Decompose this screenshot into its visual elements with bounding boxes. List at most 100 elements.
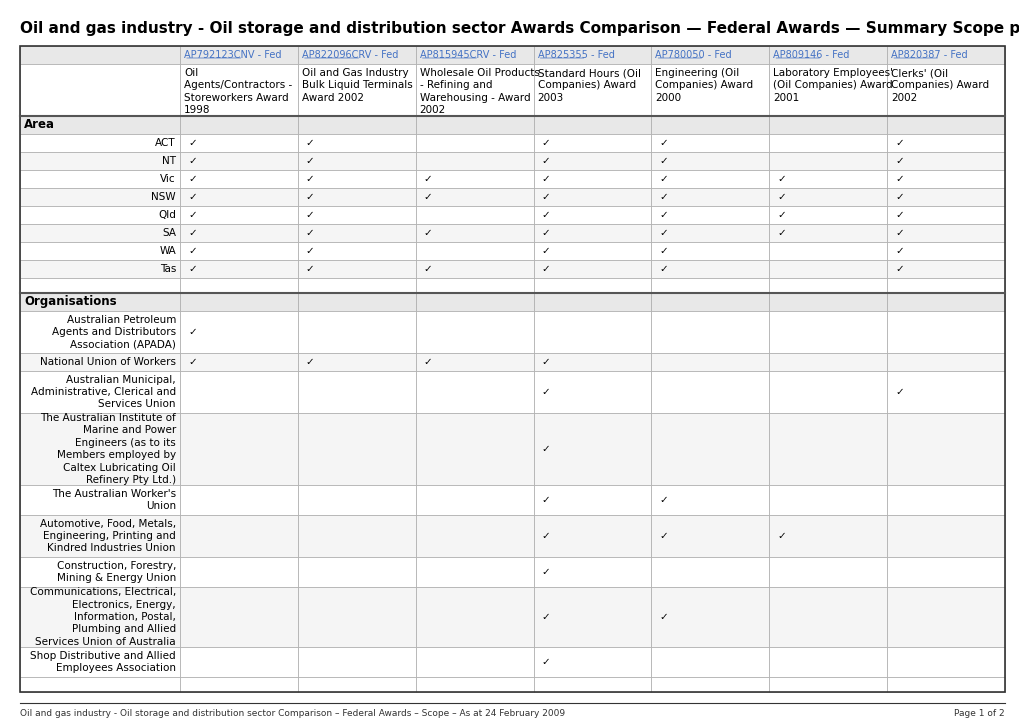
Bar	[20, 311, 179, 353]
Bar	[651, 677, 768, 692]
Bar	[651, 134, 768, 152]
Text: National Union of Workers: National Union of Workers	[40, 357, 176, 367]
Bar	[651, 224, 768, 242]
Text: AP780050 - Fed: AP780050 - Fed	[655, 50, 732, 60]
Text: ✓: ✓	[306, 210, 314, 220]
Bar	[887, 260, 1004, 278]
Bar	[20, 371, 179, 413]
Bar	[533, 311, 651, 353]
Bar	[179, 278, 298, 293]
Bar	[887, 242, 1004, 260]
Bar	[768, 206, 887, 224]
Text: ✓: ✓	[187, 246, 197, 256]
Bar	[533, 170, 651, 188]
Bar	[533, 242, 651, 260]
Bar	[298, 46, 416, 64]
Text: ✓: ✓	[658, 174, 667, 184]
Text: ✓: ✓	[541, 264, 550, 274]
Bar	[298, 278, 416, 293]
Bar	[768, 485, 887, 515]
Bar	[179, 311, 298, 353]
Bar	[651, 64, 768, 116]
Bar	[651, 242, 768, 260]
Bar	[533, 647, 651, 677]
Bar	[887, 413, 1004, 485]
Text: ✓: ✓	[658, 495, 667, 505]
Bar	[887, 134, 1004, 152]
Bar	[768, 224, 887, 242]
Bar	[768, 293, 887, 311]
Bar	[887, 293, 1004, 311]
Bar	[416, 587, 533, 647]
Bar	[20, 206, 179, 224]
Bar	[179, 46, 298, 64]
Bar	[298, 152, 416, 170]
Text: NT: NT	[162, 156, 176, 166]
Bar	[416, 170, 533, 188]
Bar	[768, 311, 887, 353]
Text: ✓: ✓	[306, 174, 314, 184]
Bar	[887, 152, 1004, 170]
Bar	[179, 557, 298, 587]
Bar	[533, 293, 651, 311]
Bar	[416, 152, 533, 170]
Text: Shop Distributive and Allied
Employees Association: Shop Distributive and Allied Employees A…	[31, 651, 176, 673]
Bar	[298, 134, 416, 152]
Text: Oil and Gas Industry
Bulk Liquid Terminals
Award 2002: Oil and Gas Industry Bulk Liquid Termina…	[302, 68, 413, 103]
Bar	[887, 647, 1004, 677]
Bar	[887, 371, 1004, 413]
Bar	[20, 413, 179, 485]
Bar	[651, 311, 768, 353]
Bar	[533, 116, 651, 134]
Bar	[20, 224, 179, 242]
Text: ✓: ✓	[658, 228, 667, 238]
Bar	[20, 46, 179, 64]
Bar	[533, 353, 651, 371]
Text: ✓: ✓	[306, 228, 314, 238]
Bar	[416, 371, 533, 413]
Bar	[416, 485, 533, 515]
Bar	[179, 371, 298, 413]
Bar	[651, 206, 768, 224]
Text: ✓: ✓	[187, 156, 197, 166]
Bar	[768, 278, 887, 293]
Text: ACT: ACT	[155, 138, 176, 148]
Bar	[533, 515, 651, 557]
Bar	[298, 557, 416, 587]
Bar	[179, 152, 298, 170]
Bar	[179, 188, 298, 206]
Text: ✓: ✓	[658, 210, 667, 220]
Bar	[416, 647, 533, 677]
Bar	[416, 46, 533, 64]
Bar	[416, 278, 533, 293]
Text: ✓: ✓	[187, 327, 197, 337]
Bar	[298, 311, 416, 353]
Text: ✓: ✓	[306, 264, 314, 274]
Bar	[20, 46, 1004, 692]
Text: ✓: ✓	[187, 264, 197, 274]
Bar	[179, 116, 298, 134]
Bar	[768, 371, 887, 413]
Bar	[298, 242, 416, 260]
Bar	[416, 515, 533, 557]
Text: Area: Area	[24, 118, 55, 131]
Text: ✓: ✓	[423, 192, 432, 202]
Bar	[416, 134, 533, 152]
Bar	[887, 311, 1004, 353]
Bar	[20, 116, 179, 134]
Bar	[298, 293, 416, 311]
Text: ✓: ✓	[541, 531, 550, 541]
Text: ✓: ✓	[423, 174, 432, 184]
Bar	[416, 311, 533, 353]
Bar	[20, 677, 179, 692]
Text: Laboratory Employees'
(Oil Companies) Award
2001: Laboratory Employees' (Oil Companies) Aw…	[772, 68, 893, 103]
Text: Automotive, Food, Metals,
Engineering, Printing and
Kindred Industries Union: Automotive, Food, Metals, Engineering, P…	[40, 518, 176, 554]
Text: AP792123CNV - Fed: AP792123CNV - Fed	[183, 50, 281, 60]
Text: ✓: ✓	[306, 246, 314, 256]
Bar	[20, 515, 179, 557]
Text: ✓: ✓	[423, 228, 432, 238]
Bar	[533, 485, 651, 515]
Bar	[416, 64, 533, 116]
Text: ✓: ✓	[541, 174, 550, 184]
Bar	[533, 413, 651, 485]
